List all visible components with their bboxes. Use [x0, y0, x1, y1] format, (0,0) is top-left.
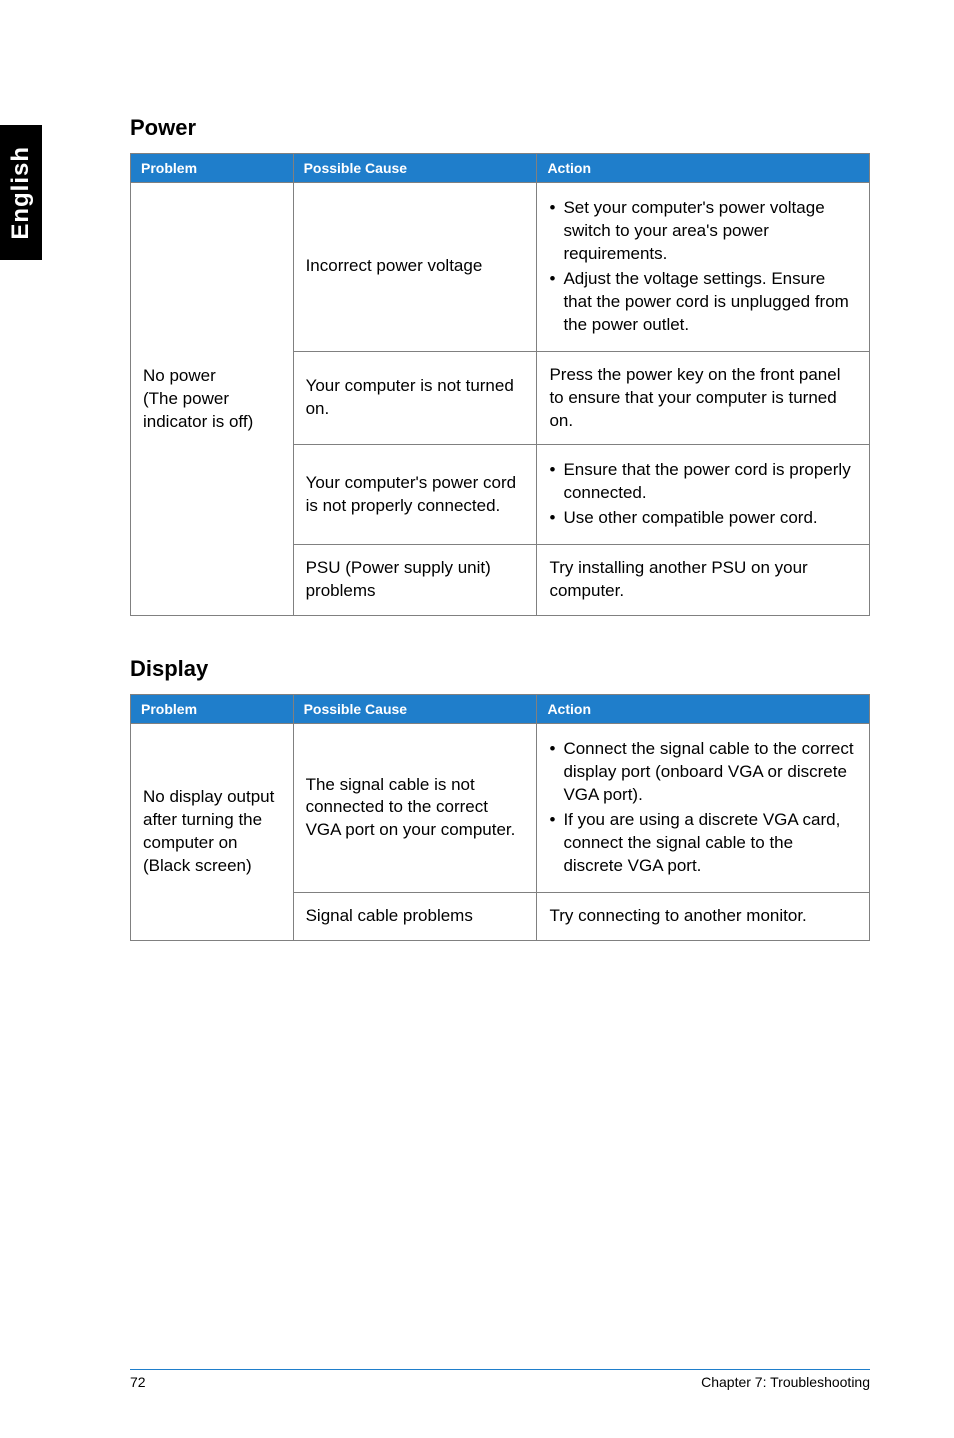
chapter-label: Chapter 7: Troubleshooting	[701, 1374, 870, 1390]
language-label: English	[7, 146, 35, 240]
display-problem-cell: No display output after turning the comp…	[131, 724, 294, 941]
display-r1-cause: The signal cable is not connected to the…	[293, 724, 537, 893]
power-r1-action-1: Set your computer's power voltage switch…	[549, 197, 857, 266]
power-table-header-row: Problem Possible Cause Action	[131, 154, 870, 183]
power-heading: Power	[130, 115, 870, 141]
power-r3-action-2: Use other compatible power cord.	[549, 507, 857, 530]
page-footer: 72 Chapter 7: Troubleshooting	[130, 1369, 870, 1390]
power-th-cause: Possible Cause	[293, 154, 537, 183]
power-r1-action-2: Adjust the voltage settings. Ensure that…	[549, 268, 857, 337]
display-th-action: Action	[537, 695, 870, 724]
power-r2-cause: Your computer is not turned on.	[293, 351, 537, 445]
display-r1-action-1: Connect the signal cable to the correct …	[549, 738, 857, 807]
page-number: 72	[130, 1374, 146, 1390]
display-row-1: No display output after turning the comp…	[131, 724, 870, 893]
power-th-action: Action	[537, 154, 870, 183]
power-r3-cause: Your computer's power cord is not proper…	[293, 445, 537, 545]
display-r1-action-list: Connect the signal cable to the correct …	[549, 738, 857, 878]
display-th-problem: Problem	[131, 695, 294, 724]
power-r1-action-list: Set your computer's power voltage switch…	[549, 197, 857, 337]
power-r3-action-list: Ensure that the power cord is properly c…	[549, 459, 857, 530]
power-problem-cell: No power (The power indicator is off)	[131, 183, 294, 616]
power-r4-action: Try installing another PSU on your compu…	[537, 545, 870, 616]
power-th-problem: Problem	[131, 154, 294, 183]
display-heading: Display	[130, 656, 870, 682]
display-r2-cause: Signal cable problems	[293, 892, 537, 940]
power-r3-action: Ensure that the power cord is properly c…	[537, 445, 870, 545]
power-r1-cause: Incorrect power voltage	[293, 183, 537, 352]
display-table: Problem Possible Cause Action No display…	[130, 694, 870, 941]
power-table: Problem Possible Cause Action No power (…	[130, 153, 870, 616]
power-r1-action: Set your computer's power voltage switch…	[537, 183, 870, 352]
display-r1-action: Connect the signal cable to the correct …	[537, 724, 870, 893]
display-r2-action: Try connecting to another monitor.	[537, 892, 870, 940]
display-th-cause: Possible Cause	[293, 695, 537, 724]
page-content: Power Problem Possible Cause Action No p…	[130, 115, 870, 981]
power-r2-action: Press the power key on the front panel t…	[537, 351, 870, 445]
power-r4-cause: PSU (Power supply unit) problems	[293, 545, 537, 616]
display-table-header-row: Problem Possible Cause Action	[131, 695, 870, 724]
language-side-tab: English	[0, 125, 42, 260]
power-row-1: No power (The power indicator is off) In…	[131, 183, 870, 352]
power-r3-action-1: Ensure that the power cord is properly c…	[549, 459, 857, 505]
display-r1-action-2: If you are using a discrete VGA card, co…	[549, 809, 857, 878]
